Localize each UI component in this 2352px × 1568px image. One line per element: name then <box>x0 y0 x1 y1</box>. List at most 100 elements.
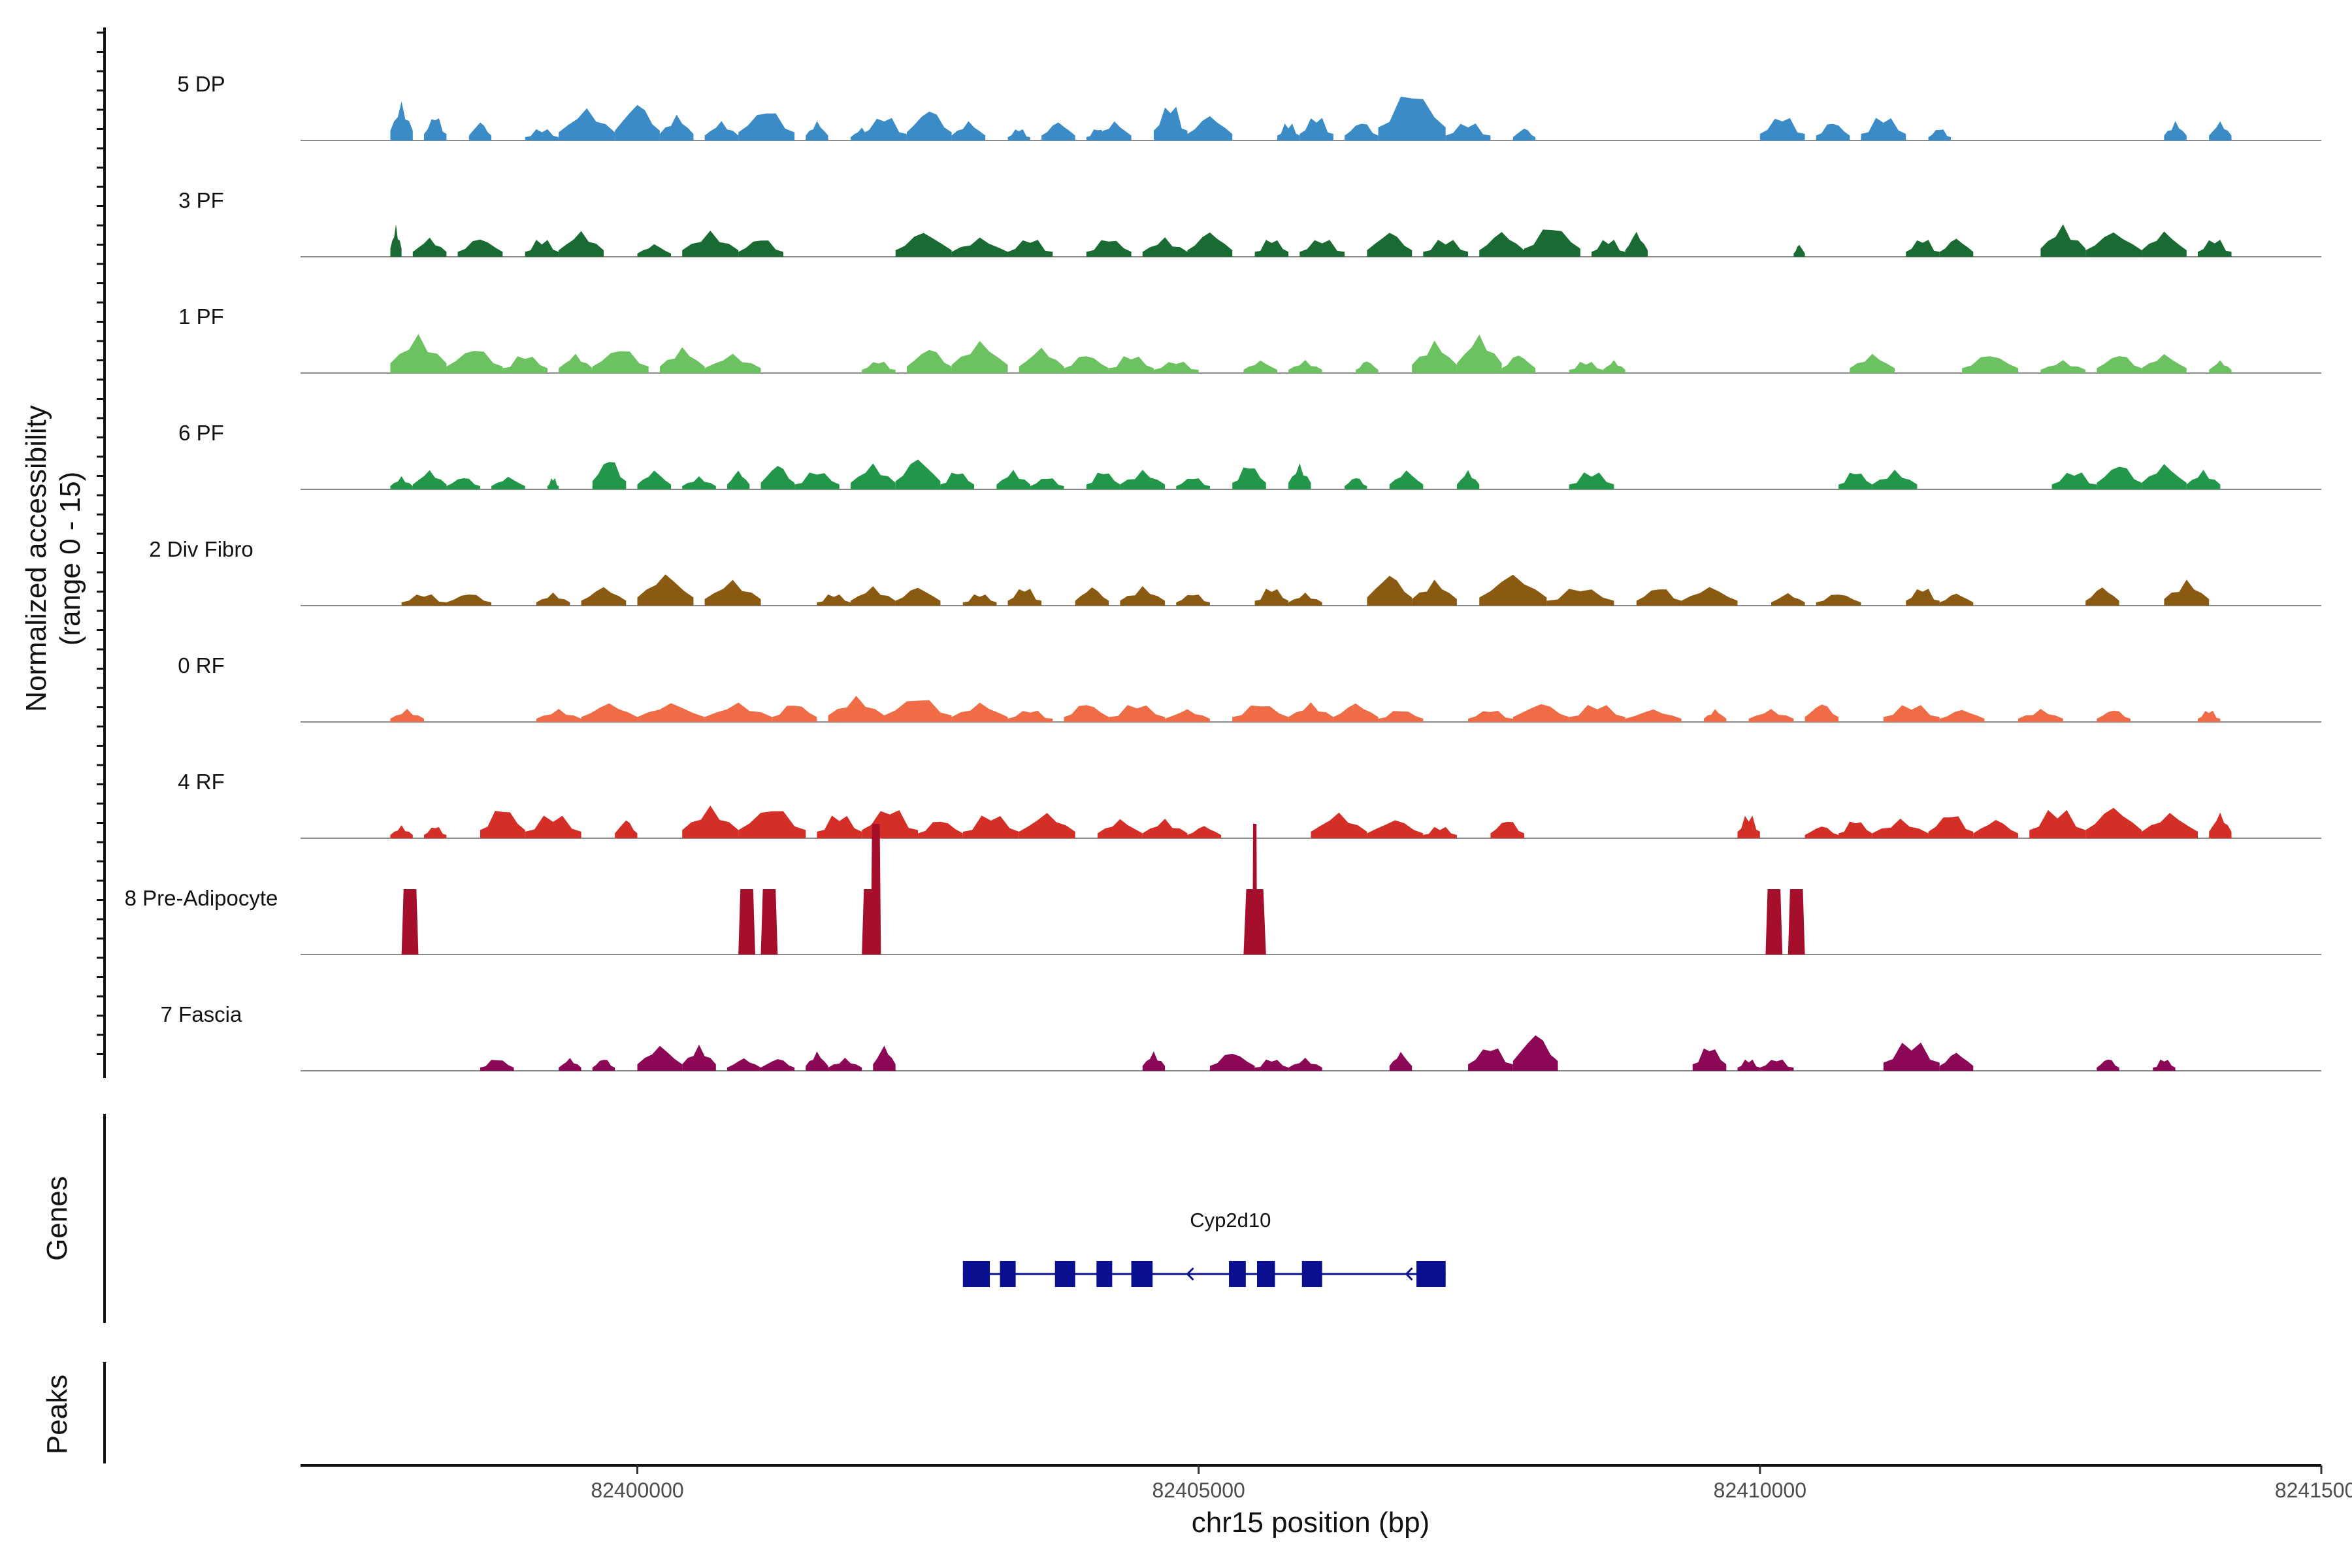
coverage-peak <box>850 463 896 489</box>
coverage-peak <box>2209 121 2232 140</box>
coverage-peak <box>1928 816 1974 838</box>
coverage-peak <box>862 361 896 373</box>
coverage-peak <box>2029 809 2086 838</box>
coverage-peak <box>906 350 952 373</box>
coverage-peak <box>615 820 638 838</box>
coverage-peak <box>1086 472 1120 489</box>
coverage-peak <box>1456 335 1502 373</box>
coverage-peak <box>2085 808 2142 838</box>
coverage-peak <box>1939 238 1974 257</box>
coverage-peak <box>592 351 649 373</box>
coverage-peak <box>1861 118 1906 140</box>
track-label-3-pf: 3 PF <box>178 188 224 212</box>
coverage-peak <box>1805 704 1839 722</box>
track-label-8-pre-adipocyte: 8 Pre-Adipocyte <box>125 886 278 910</box>
coverage-peak <box>1288 702 1333 722</box>
coverage-peak <box>2153 1059 2176 1071</box>
coverage-peak <box>2197 710 2221 722</box>
coverage-peak <box>2197 240 2232 257</box>
coverage-peak <box>1288 593 1322 606</box>
coverage-peak <box>2051 472 2097 489</box>
coverage-peak <box>637 470 672 489</box>
coverage-peak <box>1973 820 2019 838</box>
coverage-peak <box>581 703 638 722</box>
coverage-peak <box>1569 361 1603 373</box>
track-8-pre-adipocyte: 8 Pre-Adipocyte <box>125 824 2321 955</box>
coverage-peak <box>884 700 952 722</box>
coverage-peak <box>1299 118 1333 140</box>
coverage-peak <box>1252 824 1258 955</box>
gene-exon <box>1131 1261 1153 1287</box>
coverage-peak <box>1512 128 1536 140</box>
coverage-peak <box>1232 467 1266 489</box>
coverage-peak <box>2085 232 2142 257</box>
coverage-peak <box>738 113 795 140</box>
gene-exon <box>1000 1261 1016 1287</box>
coverage-peak <box>951 702 1008 722</box>
coverage-peak <box>424 118 447 140</box>
coverage-peak <box>962 815 1019 838</box>
coverage-peak <box>1850 353 1895 373</box>
coverage-peak <box>727 470 750 489</box>
y-axis-range-label: (range 0 - 15) <box>54 472 86 646</box>
strand-arrow-icon <box>1405 1267 1413 1281</box>
coverage-peak <box>525 815 581 838</box>
coverage-peak <box>1165 709 1210 722</box>
coverage-peak <box>559 108 615 140</box>
coverage-peak <box>659 114 694 140</box>
coverage-peak <box>704 121 739 140</box>
coverage-peak <box>817 594 851 606</box>
coverage-peak <box>1142 237 1188 257</box>
coverage-peak <box>738 889 755 955</box>
coverage-peak <box>1939 1053 1974 1071</box>
coverage-peak <box>637 574 694 606</box>
coverage-peak <box>1490 821 1524 838</box>
coverage-peak <box>1019 813 1075 838</box>
track-label-2-div-fibro: 2 Div Fibro <box>149 537 253 561</box>
coverage-peak <box>1098 121 1132 140</box>
coverage-peak <box>1793 244 1805 257</box>
coverage-peak <box>1872 819 1929 838</box>
coverage-peak <box>2142 464 2187 489</box>
coverage-peak <box>615 105 660 140</box>
coverage-peak <box>1625 709 1682 722</box>
coverage-peak <box>2097 356 2142 373</box>
coverage-peak <box>390 476 413 489</box>
coverage-peak <box>1445 123 1491 140</box>
coverage-peak <box>390 101 413 140</box>
coverage-peak <box>390 709 425 722</box>
coverage-peak <box>895 233 952 257</box>
x-axis-title: chr15 position (bp) <box>1192 1507 1429 1539</box>
coverage-peak <box>2085 587 2119 606</box>
coverage-peak <box>390 224 402 257</box>
coverage-peak <box>1311 812 1367 838</box>
coverage-peak <box>1872 470 1918 489</box>
coverage-peak <box>1367 233 1413 257</box>
coverage-peak <box>1479 574 1547 606</box>
coverage-peak <box>637 244 672 257</box>
coverage-peak <box>1816 595 1861 606</box>
track-5-dp: 5 DP <box>177 72 2321 141</box>
coverage-peak <box>1064 705 1109 722</box>
coverage-peak <box>457 239 503 257</box>
coverage-peak <box>682 231 739 257</box>
coverage-peak <box>1906 240 1940 257</box>
coverage-peak <box>424 827 447 838</box>
coverage-peak <box>1468 710 1513 722</box>
coverage-peak <box>760 1059 795 1071</box>
coverage-peak <box>1378 711 1424 722</box>
coverage-peak <box>480 811 525 838</box>
coverage-peak <box>1109 705 1166 722</box>
coverage-peak <box>1030 478 1064 489</box>
coverage-peak <box>412 237 447 257</box>
coverage-peak <box>1367 576 1413 606</box>
coverage-peak <box>1479 232 1524 257</box>
x-tick-label: 82405000 <box>1152 1478 1245 1502</box>
coverage-peak <box>1737 815 1760 838</box>
coverage-peak <box>1007 589 1042 606</box>
coverage-peak <box>1939 593 1974 606</box>
track-3-pf: 3 PF <box>178 188 2321 257</box>
coverage-peak <box>525 240 559 257</box>
coverage-peak <box>1748 709 1794 722</box>
